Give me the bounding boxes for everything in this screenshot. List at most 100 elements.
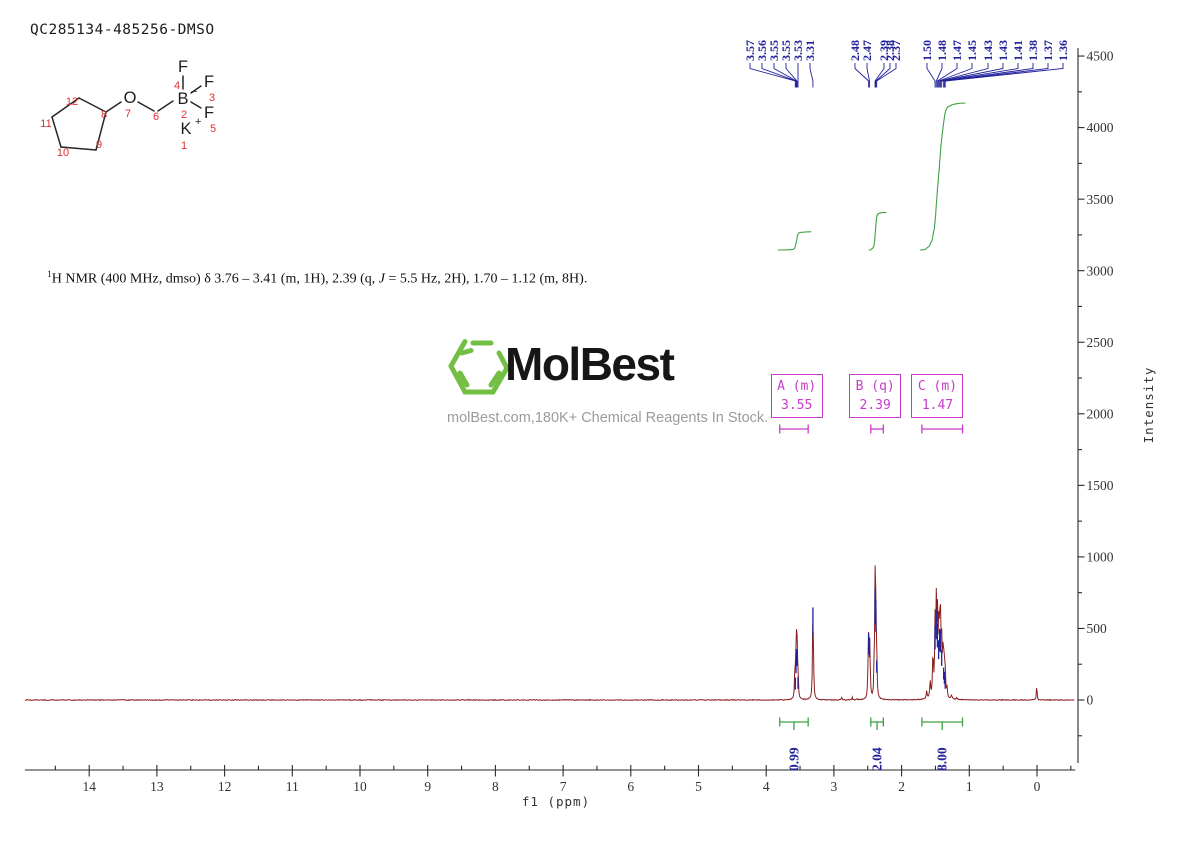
x-tick-label: 9 [424, 779, 431, 794]
x-axis: 14 13 12 11 10 9 8 7 6 5 4 3 2 1 0f1 (ppm) [24, 765, 1076, 809]
nmr-j-symbol: J [378, 271, 385, 287]
x-tick-label: 2 [898, 779, 905, 794]
peak-label: 3.31 [803, 40, 817, 61]
y-tick-label: 4000 [1087, 120, 1114, 135]
peak-label: 2.48 [848, 40, 862, 61]
atom-number: 10 [57, 147, 69, 159]
brand-name: MolBest [505, 338, 675, 390]
peak-label-leader [785, 63, 798, 88]
assignment-id: A (m) [777, 379, 817, 394]
integral-bracket [779, 717, 809, 730]
peak-label-leader [875, 63, 891, 88]
spectrum-trace [24, 565, 1075, 702]
peak-label-leader [943, 63, 1049, 88]
peak-label: 1.36 [1056, 40, 1070, 61]
assignment-bracket [921, 424, 964, 434]
peak-label: 2.37 [889, 40, 903, 61]
peak-label-leader [866, 63, 870, 88]
y-tick-label: 3500 [1087, 192, 1114, 207]
x-tick-label: 8 [492, 779, 499, 794]
assignment-box: B (q) 2.39 [849, 374, 902, 418]
atom-symbol: F [204, 73, 214, 91]
brand-tagline: molBest.com,180K+ Chemical Reagents In S… [447, 410, 769, 426]
peak-label-leader [939, 63, 989, 88]
atom-charge: − [191, 86, 197, 98]
x-tick-label: 10 [353, 779, 367, 794]
assignment-shift: 2.39 [859, 398, 891, 413]
atom-charge: + [195, 116, 201, 128]
assignment-shift: 1.47 [921, 398, 954, 413]
integral-value: 0.99 [786, 747, 801, 771]
peak-label: 2.38 [883, 40, 897, 61]
integral-curve [777, 231, 812, 251]
integral-value: 2.04 [870, 747, 885, 771]
peak-label-leader [874, 63, 885, 88]
peak-label: 3.55 [767, 40, 781, 61]
y-axis-title: Intensity [1141, 367, 1156, 444]
atom-number: 9 [96, 139, 102, 151]
peak-label-leader [941, 63, 1019, 88]
nmr-pre: H NMR (400 MHz, dmso) δ 3.76 – 3.41 (m, … [51, 271, 379, 287]
y-tick-label: 1500 [1087, 478, 1114, 493]
atom-number: 6 [153, 111, 159, 123]
nmr-summary-text: 1H NMR (400 MHz, dmso) δ 3.76 – 3.41 (m,… [47, 268, 595, 290]
peak-label-leader [944, 63, 1064, 88]
y-tick-label: 3000 [1087, 263, 1114, 278]
peak-label-leader [938, 63, 973, 88]
peak-label-leader [876, 63, 897, 88]
atom-number: 4 [174, 80, 180, 92]
peak-label-leader [773, 63, 797, 88]
peak-label: 1.47 [950, 40, 964, 61]
x-tick-label: 12 [218, 779, 232, 794]
peak-label-leader [749, 63, 796, 88]
y-tick-label: 1000 [1087, 550, 1114, 565]
integral-value: 8.00 [935, 747, 950, 771]
y-tick-label: 0 [1087, 693, 1094, 708]
peak-label: 3.57 [743, 40, 757, 61]
x-tick-label: 5 [695, 779, 702, 794]
atom-number: 11 [40, 118, 51, 130]
assignment-shift: 3.55 [781, 398, 813, 413]
y-tick-label: 500 [1087, 621, 1108, 636]
assignment-box: A (m) 3.55 [770, 374, 823, 418]
peak-label-leader [935, 63, 943, 88]
atom-symbol: F [204, 104, 214, 122]
peak-label-leader [809, 63, 814, 88]
x-tick-label: 3 [831, 779, 838, 794]
molecule-bonds [51, 75, 202, 151]
atom-number: 12 [66, 96, 78, 108]
peak-label: 2.47 [860, 40, 874, 61]
assignment-box: C (m) 1.47 [911, 374, 964, 418]
peak-label: 3.55 [779, 40, 793, 61]
atom-number: 1 [181, 140, 187, 152]
peak-label-leader [854, 63, 870, 88]
x-tick-label: 14 [82, 779, 96, 794]
peak-label: 1.50 [920, 40, 934, 61]
atom-number: 5 [210, 123, 216, 135]
x-tick-label: 11 [286, 779, 299, 794]
nmr-post: = 5.5 Hz, 2H), 1.70 – 1.12 (m, 8H). [385, 271, 588, 287]
peak-label-leader [926, 63, 936, 88]
x-tick-label: 1 [966, 779, 973, 794]
y-tick-label: 2000 [1087, 406, 1114, 421]
assignment-bracket [779, 424, 809, 434]
peak-label: 2.39 [877, 40, 891, 61]
peak-label: 3.53 [791, 40, 805, 61]
peak-label-leader [943, 63, 1034, 88]
integral-curve [919, 102, 966, 251]
y-tick-label: 2500 [1087, 335, 1114, 350]
x-tick-label: 0 [1034, 779, 1041, 794]
peak-label: 3.56 [755, 40, 769, 61]
peak-label: 1.48 [935, 40, 949, 61]
integral-bracket [870, 717, 884, 730]
y-tick-label: 4500 [1087, 49, 1114, 64]
sample-title: QC285134-485256-DMSO [30, 22, 215, 38]
peak-label: 1.38 [1026, 40, 1040, 61]
atom-symbol: O [124, 89, 137, 107]
assignment-id: B (q) [855, 379, 895, 394]
x-tick-label: 13 [150, 779, 164, 794]
